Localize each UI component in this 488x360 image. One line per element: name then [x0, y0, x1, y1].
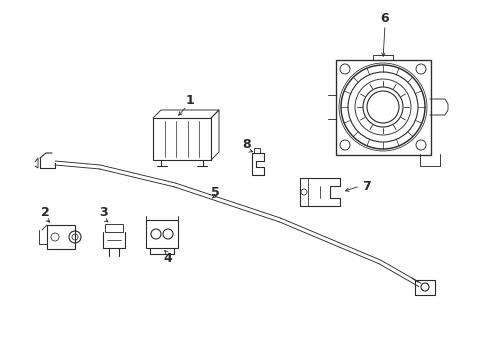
- Text: 6: 6: [380, 12, 388, 24]
- Text: 7: 7: [361, 180, 370, 193]
- Text: 5: 5: [210, 186, 219, 199]
- Text: 2: 2: [41, 207, 49, 220]
- Text: 4: 4: [163, 252, 172, 265]
- Text: 8: 8: [242, 139, 251, 152]
- Bar: [335, 60, 430, 155]
- Bar: [153, 118, 210, 160]
- Text: 3: 3: [99, 207, 107, 220]
- Bar: [47, 225, 75, 249]
- Bar: [146, 220, 178, 248]
- Bar: [105, 224, 123, 232]
- Text: 1: 1: [185, 94, 194, 107]
